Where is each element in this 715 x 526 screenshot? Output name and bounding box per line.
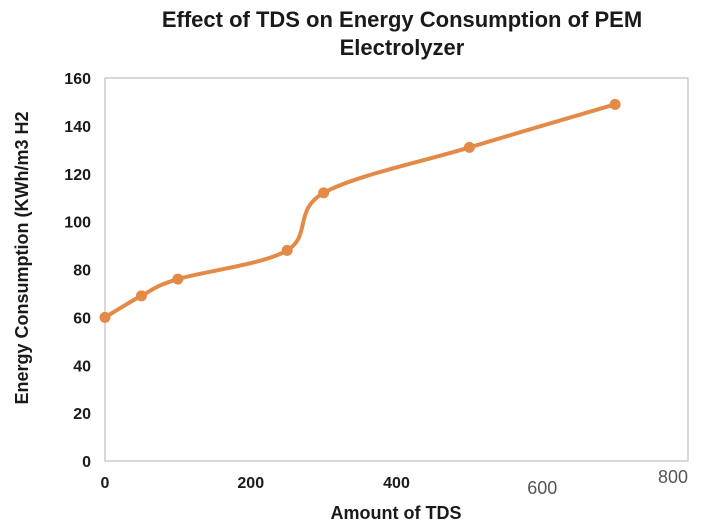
data-point — [281, 244, 293, 256]
x-tick-label: 0 — [101, 475, 110, 492]
y-axis-ticks: 0 20 40 60 80 100 120 140 160 — [64, 71, 91, 471]
x-tick-label: 800 — [658, 467, 688, 487]
x-tick-label: 400 — [383, 475, 410, 492]
data-point — [318, 187, 330, 199]
x-axis-label: Amount of TDS — [331, 503, 462, 523]
chart-title-line-1: Effect of TDS on Energy Consumption of P… — [162, 7, 642, 32]
y-axis-label: Energy Consumption (KWh/m3 H2 — [12, 111, 32, 404]
x-tick-label: 200 — [237, 475, 264, 492]
y-tick-label: 100 — [64, 215, 91, 232]
data-point — [609, 98, 621, 110]
data-point — [135, 290, 147, 302]
chart-title-line-2: Electrolyzer — [340, 35, 465, 60]
data-point — [99, 311, 111, 323]
plot-area-frame — [104, 77, 689, 462]
data-point — [463, 141, 475, 153]
y-tick-label: 120 — [64, 167, 91, 184]
data-point — [172, 273, 184, 285]
x-axis-ticks: 0 200 400 600 800 — [101, 467, 688, 498]
y-tick-label: 160 — [64, 71, 91, 88]
data-points — [99, 98, 621, 323]
y-tick-label: 20 — [73, 406, 91, 423]
x-tick-label: 600 — [527, 478, 557, 498]
y-tick-label: 140 — [64, 119, 91, 136]
y-tick-label: 0 — [82, 454, 91, 471]
series-line — [103, 102, 618, 320]
y-tick-label: 40 — [73, 358, 91, 375]
y-tick-label: 80 — [73, 263, 91, 280]
y-tick-label: 60 — [73, 310, 91, 327]
